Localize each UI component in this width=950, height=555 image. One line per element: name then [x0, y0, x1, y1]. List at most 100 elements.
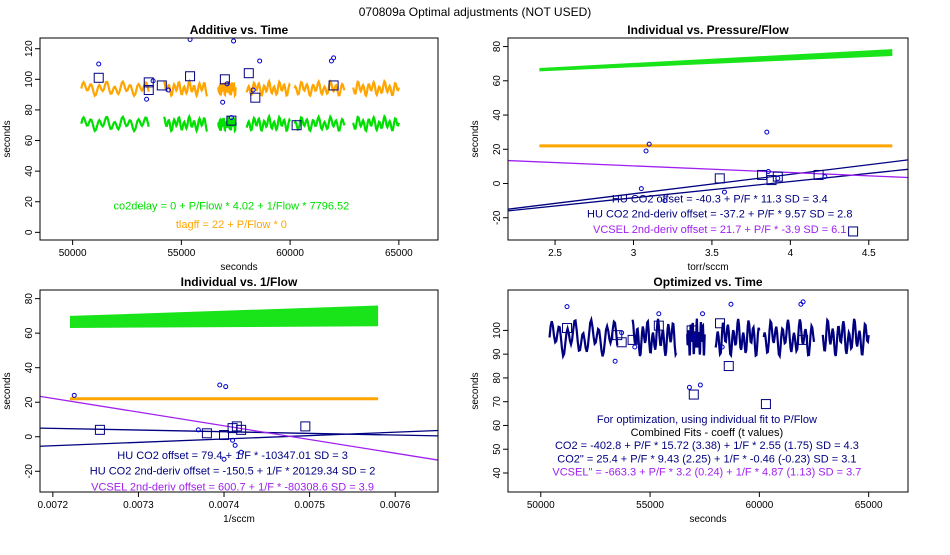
y-tick-label: 0 — [24, 434, 35, 440]
data-point-circle — [223, 384, 229, 390]
data-point-square — [219, 430, 230, 441]
data-point-circle — [721, 189, 727, 195]
data-point-circle — [728, 301, 734, 307]
y-axis-label: seconds — [2, 120, 13, 157]
y-tick-label: 60 — [24, 327, 35, 339]
data-point-circle — [564, 304, 570, 310]
data-point-square — [93, 72, 104, 83]
y-tick-label: 20 — [492, 143, 503, 155]
annotation-text: HU CO2 offset = 79.4 + 1/F * -10347.01 S… — [117, 450, 348, 462]
data-point-circle — [224, 81, 230, 87]
data-point-square — [772, 171, 783, 182]
y-axis-label: seconds — [470, 372, 481, 409]
x-axis-label: seconds — [220, 262, 257, 273]
x-tick-label: 55000 — [636, 500, 664, 511]
y-axis-label: seconds — [470, 120, 481, 157]
x-tick-label: 0.0076 — [380, 500, 411, 511]
data-point-square — [714, 173, 725, 184]
y-tick-label: 90 — [492, 348, 503, 360]
annotation-text: HU CO2 2nd-deriv offset = -37.2 + P/F * … — [587, 209, 852, 221]
data-point-circle — [719, 344, 725, 350]
series-line-segment — [245, 78, 292, 98]
plot-frame — [507, 37, 909, 241]
data-point-circle — [71, 392, 77, 398]
plot-frame — [39, 37, 439, 241]
series-line-segment — [714, 318, 761, 359]
data-point-circle — [691, 335, 697, 341]
fit-line — [40, 429, 438, 447]
x-tick-label: 50000 — [59, 248, 87, 259]
data-point-circle — [619, 330, 625, 336]
y-tick-label: 120 — [24, 40, 35, 57]
data-point-circle — [632, 344, 638, 350]
y-tick-label: 80 — [24, 104, 35, 116]
x-tick-label: 65000 — [385, 248, 413, 259]
data-point-square — [143, 85, 154, 96]
data-point-circle — [764, 129, 770, 135]
data-point-square — [686, 325, 697, 336]
data-point-circle — [765, 169, 771, 175]
plot-area — [40, 305, 438, 462]
x-tick-label: 3.5 — [705, 248, 719, 259]
data-point-square — [715, 318, 726, 329]
y-tick-label: -20 — [492, 210, 503, 225]
panel-title: Additive vs. Time — [190, 23, 289, 37]
series-band — [539, 49, 893, 72]
data-point-circle — [638, 186, 644, 192]
data-point-square — [616, 337, 627, 348]
data-point-square — [226, 115, 237, 126]
y-tick-label: 100 — [24, 71, 35, 88]
data-point-square — [757, 169, 768, 180]
data-point-square — [848, 226, 859, 237]
y-axis-label: seconds — [2, 372, 13, 409]
data-point-square — [723, 361, 734, 372]
y-tick-label: 80 — [24, 293, 35, 305]
data-point-square — [94, 424, 105, 435]
annotation-text: CO2" = 25.4 + P/F * 9.43 (2.25) + 1/F * … — [557, 453, 856, 465]
series-line-segment — [631, 318, 678, 359]
x-axis-label: 1/sccm — [223, 514, 255, 525]
data-point-circle — [150, 78, 156, 84]
data-point-circle — [221, 456, 227, 462]
data-point-circle — [165, 87, 171, 93]
data-point-circle — [775, 175, 781, 181]
data-point-square — [236, 424, 247, 435]
x-tick-label: 65000 — [855, 500, 883, 511]
y-tick-label: 0 — [24, 229, 35, 235]
data-point-square — [243, 68, 254, 79]
data-point-circle — [187, 38, 193, 43]
panel-title: Individual vs. Pressure/Flow — [627, 23, 789, 37]
series-line-segment — [293, 78, 346, 98]
panel-title: Individual vs. 1/Flow — [181, 275, 298, 289]
annotation-text: HU CO2 offset = -40.3 + P/F * 11.3 SD = … — [612, 193, 828, 205]
data-point-circle — [230, 437, 236, 443]
y-tick-label: 0 — [492, 180, 503, 186]
data-point-square — [653, 320, 664, 331]
data-point-square — [798, 334, 809, 345]
y-tick-label: 40 — [492, 109, 503, 121]
data-point-circle — [231, 38, 237, 44]
data-point-circle — [96, 61, 102, 67]
plot-area — [80, 38, 400, 134]
data-point-circle — [250, 87, 256, 93]
annotation-text: For optimization, using individual fit t… — [597, 414, 817, 426]
y-tick-label: 50 — [492, 443, 503, 455]
y-tick-label: 80 — [492, 372, 503, 384]
annotation-text: VCSEL" = -663.3 + P/F * 3.2 (0.24) + 1/F… — [552, 466, 861, 478]
data-point-circle — [238, 449, 244, 455]
y-tick-label: 100 — [492, 322, 503, 339]
data-point-circle — [331, 55, 337, 61]
y-tick-label: 70 — [492, 396, 503, 408]
data-point-circle — [195, 427, 201, 433]
fit-line — [508, 168, 908, 212]
series-line-segment — [80, 114, 150, 134]
x-tick-label: 0.0074 — [209, 500, 240, 511]
data-point-square — [760, 399, 771, 410]
data-point-circle — [217, 382, 223, 388]
data-point-circle — [800, 299, 806, 305]
data-point-square — [328, 80, 339, 91]
data-point-circle — [220, 99, 226, 105]
data-point-square — [562, 323, 573, 334]
x-tick-label: 0.0073 — [123, 500, 154, 511]
